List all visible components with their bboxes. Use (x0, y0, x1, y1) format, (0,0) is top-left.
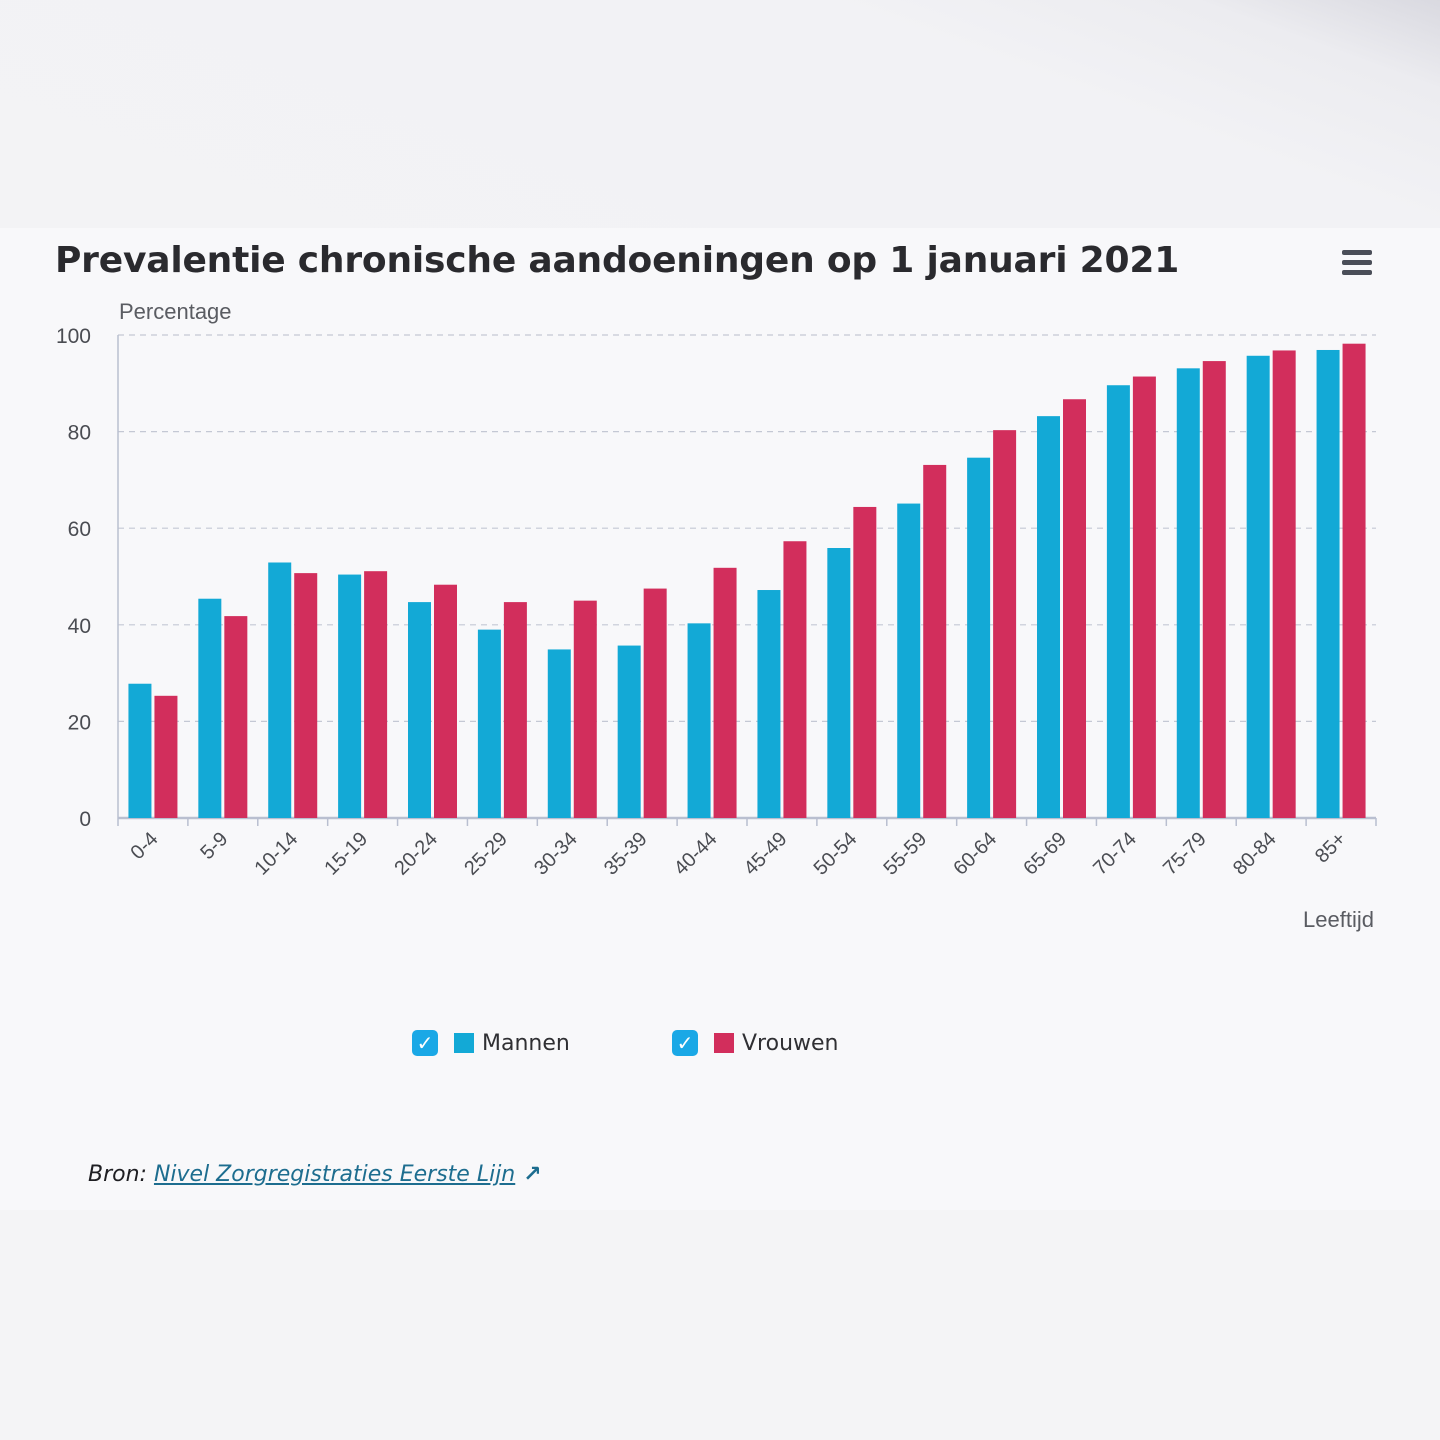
x-tick-label: 80-84 (1229, 828, 1281, 880)
legend-label-mannen: Mannen (482, 1030, 570, 1056)
bar-vrouwen-50-54[interactable] (853, 506, 877, 818)
bar-mannen-75-79[interactable] (1176, 368, 1200, 818)
bar-vrouwen-40-44[interactable] (713, 567, 737, 818)
bar-mannen-35-39[interactable] (617, 645, 641, 818)
bar-vrouwen-70-74[interactable] (1132, 376, 1156, 818)
checkbox-checked-icon[interactable]: ✓ (672, 1030, 698, 1056)
bar-mannen-5-9[interactable] (198, 598, 222, 818)
source-prefix: Bron: (88, 1162, 147, 1187)
bar-vrouwen-65-69[interactable] (1063, 399, 1086, 818)
bar-mannen-60-64[interactable] (967, 457, 991, 818)
top-background (0, 0, 1440, 228)
bar-mannen-0-4[interactable] (128, 683, 152, 818)
external-link-icon[interactable]: ↗ (523, 1162, 542, 1187)
x-tick-label: 65-69 (1019, 828, 1071, 880)
y-tick-label: 20 (68, 711, 91, 734)
legend-item-vrouwen[interactable]: ✓ Vrouwen (672, 1026, 839, 1060)
bar-vrouwen-45-49[interactable] (783, 541, 807, 818)
source-link[interactable]: Nivel Zorgregistraties Eerste Lijn (153, 1162, 516, 1187)
bar-mannen-15-19[interactable] (338, 574, 362, 818)
x-tick-label: 30-34 (530, 828, 582, 880)
x-tick-label: 20-24 (390, 828, 442, 880)
bar-mannen-80-84[interactable] (1246, 355, 1270, 818)
x-tick-label: 85+ (1311, 828, 1351, 868)
y-tick-label: 100 (56, 325, 91, 348)
y-tick-label: 0 (79, 808, 91, 831)
y-tick-label: 60 (68, 518, 91, 541)
bar-mannen-85+[interactable] (1316, 349, 1340, 818)
y-tick-label: 40 (68, 615, 91, 638)
x-tick-label: 10-14 (251, 828, 303, 880)
bar-mannen-70-74[interactable] (1106, 385, 1130, 818)
x-tick-label: 75-79 (1159, 828, 1211, 880)
x-tick-label: 45-49 (740, 828, 792, 880)
legend-item-mannen[interactable]: ✓ Mannen (412, 1026, 570, 1060)
legend-label-vrouwen: Vrouwen (742, 1030, 839, 1056)
x-tick-label: 5-9 (196, 828, 232, 864)
x-tick-label: 60-64 (949, 828, 1001, 880)
bar-mannen-25-29[interactable] (477, 629, 501, 818)
x-tick-label: 40-44 (670, 828, 722, 880)
hamburger-menu-icon[interactable] (1336, 246, 1376, 280)
bar-vrouwen-5-9[interactable] (224, 616, 248, 818)
bar-vrouwen-85+[interactable] (1342, 343, 1366, 818)
bar-vrouwen-25-29[interactable] (503, 602, 527, 818)
bar-mannen-45-49[interactable] (757, 590, 781, 818)
y-tick-label: 80 (68, 422, 91, 445)
chart-title: Prevalentie chronische aandoeningen op 1… (55, 240, 1180, 281)
bar-mannen-55-59[interactable] (897, 503, 921, 818)
bar-vrouwen-30-34[interactable] (573, 600, 597, 818)
y-axis-label: Percentage (119, 299, 232, 324)
checkbox-checked-icon[interactable]: ✓ (412, 1030, 438, 1056)
x-tick-label: 35-39 (600, 828, 652, 880)
bar-vrouwen-55-59[interactable] (923, 464, 947, 818)
bottom-background (0, 1210, 1440, 1440)
x-tick-label: 70-74 (1089, 828, 1141, 880)
bar-vrouwen-20-24[interactable] (434, 584, 457, 818)
bar-mannen-40-44[interactable] (687, 623, 711, 818)
bar-vrouwen-15-19[interactable] (364, 571, 388, 818)
legend-swatch-vrouwen (714, 1033, 734, 1053)
x-tick-label: 25-29 (460, 828, 512, 880)
bar-vrouwen-75-79[interactable] (1202, 361, 1226, 818)
bar-mannen-50-54[interactable] (827, 548, 851, 818)
bar-vrouwen-0-4[interactable] (154, 695, 178, 818)
bar-vrouwen-60-64[interactable] (993, 430, 1017, 818)
x-tick-label: 15-19 (320, 828, 372, 880)
bar-vrouwen-80-84[interactable] (1272, 350, 1296, 818)
x-tick-label: 50-54 (810, 828, 862, 880)
bar-mannen-65-69[interactable] (1037, 416, 1060, 818)
bar-mannen-30-34[interactable] (547, 649, 571, 818)
x-tick-label: 0-4 (126, 828, 162, 864)
bar-mannen-20-24[interactable] (408, 602, 431, 818)
source-line: Bron: Nivel Zorgregistraties Eerste Lijn… (88, 1162, 542, 1187)
x-tick-label: 55-59 (880, 828, 932, 880)
x-axis-label: Leeftijd (1303, 907, 1374, 932)
bar-mannen-10-14[interactable] (268, 562, 292, 818)
bar-vrouwen-10-14[interactable] (294, 573, 318, 818)
legend-swatch-mannen (454, 1033, 474, 1053)
bar-vrouwen-35-39[interactable] (643, 588, 667, 818)
